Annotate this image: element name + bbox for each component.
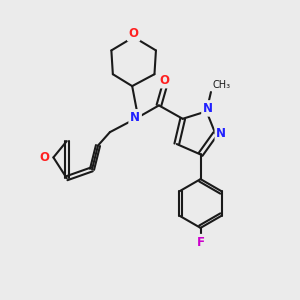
Text: CH₃: CH₃ — [212, 80, 230, 90]
Text: N: N — [130, 111, 140, 124]
Text: N: N — [216, 127, 226, 140]
Text: O: O — [160, 74, 170, 87]
Text: O: O — [39, 151, 49, 164]
Text: N: N — [203, 102, 213, 115]
Text: F: F — [196, 236, 205, 249]
Text: O: O — [129, 27, 139, 40]
